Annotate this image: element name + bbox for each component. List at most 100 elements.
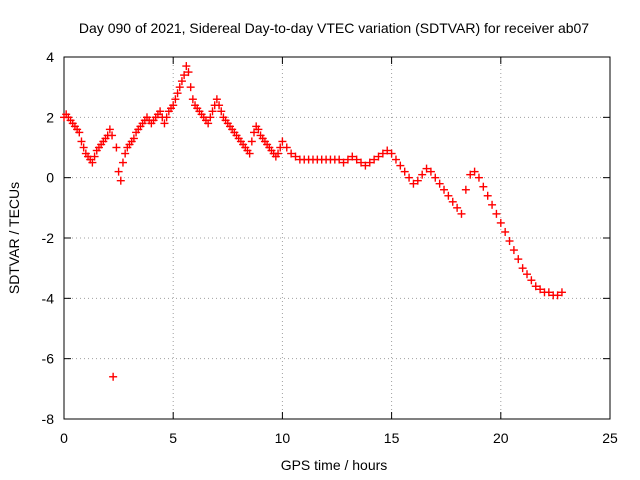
data-point (352, 155, 361, 164)
data-point (361, 161, 370, 170)
data-point (501, 227, 510, 236)
data-point (90, 152, 99, 161)
data-point (212, 95, 221, 104)
data-point (396, 161, 405, 170)
data-point (88, 158, 97, 167)
data-point (409, 179, 418, 188)
data-point (488, 200, 497, 209)
data-point (370, 155, 379, 164)
data-point (180, 71, 189, 80)
data-point (160, 119, 169, 128)
data-point (431, 173, 440, 182)
data-point (215, 101, 224, 110)
data-point (287, 149, 296, 158)
x-tick-label: 5 (169, 430, 177, 446)
data-point (527, 276, 536, 285)
data-point (182, 62, 191, 71)
data-series (60, 62, 566, 381)
y-tick-label: 4 (46, 49, 54, 65)
data-point (186, 83, 195, 92)
data-point (426, 167, 435, 176)
data-point (247, 137, 256, 146)
data-point (544, 288, 553, 297)
y-axis-label: SDTVAR / TECUs (6, 182, 22, 294)
data-point (75, 128, 84, 137)
data-point (206, 113, 215, 122)
axes (63, 56, 611, 420)
y-tick-label: 2 (46, 109, 54, 125)
data-point (553, 291, 562, 300)
data-point (531, 282, 540, 291)
data-point (177, 77, 186, 86)
data-point (357, 158, 366, 167)
data-point (413, 176, 422, 185)
data-point (173, 89, 182, 98)
data-point (422, 164, 431, 173)
data-point (121, 149, 130, 158)
data-point (108, 131, 117, 140)
data-point (254, 125, 263, 134)
x-tick-label: 10 (275, 430, 291, 446)
data-point (291, 152, 300, 161)
data-point (461, 185, 470, 194)
y-tick-label: -8 (42, 411, 55, 427)
x-axis-label: GPS time / hours (281, 457, 388, 473)
data-point (444, 191, 453, 200)
tick-labels: 0 5 10 15 20 25 -8 -6 -4 -2 0 2 4 (42, 49, 618, 446)
data-point (156, 107, 165, 116)
data-point (483, 191, 492, 200)
data-point (405, 173, 414, 182)
data-point (514, 255, 523, 264)
data-point (105, 125, 114, 134)
data-point (79, 143, 88, 152)
data-point (557, 288, 566, 297)
data-point (383, 146, 392, 155)
data-point (378, 149, 387, 158)
data-point (114, 167, 123, 176)
data-point (129, 134, 138, 143)
x-tick-label: 20 (493, 430, 509, 446)
data-point (162, 113, 171, 122)
data-point (184, 68, 193, 77)
data-point (453, 203, 462, 212)
data-point (348, 152, 357, 161)
data-point (400, 167, 409, 176)
data-point (387, 149, 396, 158)
data-point (250, 128, 259, 137)
data-point (112, 143, 121, 152)
data-point (217, 107, 226, 116)
data-point (457, 209, 466, 218)
data-point (518, 264, 527, 273)
data-point (274, 149, 283, 158)
x-tick-label: 0 (60, 430, 68, 446)
data-point (208, 107, 217, 116)
data-point (418, 170, 427, 179)
data-point (204, 119, 213, 128)
data-point (77, 137, 86, 146)
grid (64, 57, 610, 419)
data-point (435, 179, 444, 188)
data-point (496, 218, 505, 227)
x-tick-label: 15 (384, 430, 400, 446)
data-point (479, 182, 488, 191)
y-tick-label: -4 (42, 290, 55, 306)
data-point (118, 158, 127, 167)
data-point (474, 173, 483, 182)
data-point (335, 155, 344, 164)
data-point (509, 246, 518, 255)
data-point (536, 285, 545, 294)
data-point (440, 185, 449, 194)
y-tick-label: 0 (46, 170, 54, 186)
y-tick-label: -2 (42, 230, 55, 246)
data-point (391, 155, 400, 164)
y-tick-label: -6 (42, 351, 55, 367)
data-point (365, 158, 374, 167)
data-point (109, 372, 118, 381)
data-point (116, 176, 125, 185)
chart-title: Day 090 of 2021, Sidereal Day-to-day VTE… (79, 20, 589, 36)
data-point (245, 149, 254, 158)
data-point (466, 170, 475, 179)
data-point (171, 95, 180, 104)
data-point (492, 209, 501, 218)
